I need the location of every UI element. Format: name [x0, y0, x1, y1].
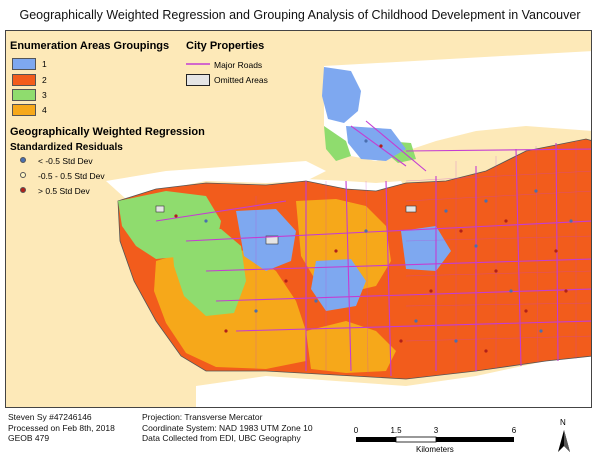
gwr-title: Geographically Weighted Regression [10, 126, 205, 138]
scale-unit: Kilometers [416, 445, 454, 454]
coordinate-system-text: Coordinate System: NAD 1983 UTM Zone 10 [142, 422, 313, 433]
residual-dot-mid [20, 172, 26, 178]
residual-label-mid: -0.5 - 0.5 Std Dev [38, 171, 105, 181]
author-block: Steven Sy #47246146 Processed on Feb 8th… [8, 412, 115, 444]
grouping-swatch-4 [12, 104, 36, 116]
scale-bar-graphic [356, 436, 514, 443]
processed-date: Processed on Feb 8th, 2018 [8, 422, 115, 433]
map-title: Geographically Weighted Regression and G… [19, 8, 581, 22]
grouping-swatch-3 [12, 89, 36, 101]
grouping-swatch-1 [12, 58, 36, 70]
major-roads-label: Major Roads [214, 60, 263, 70]
city-properties-title: City Properties [186, 40, 265, 52]
residual-label-high: > 0.5 Std Dev [38, 186, 90, 196]
projection-block: Projection: Transverse Mercator Coordina… [142, 412, 313, 444]
scale-label-2: 3 [433, 426, 439, 435]
major-roads [155, 120, 591, 377]
map-canvas [6, 31, 591, 407]
north-arrow: N [556, 418, 572, 454]
group4-zone-south [306, 321, 396, 373]
omitted-area [405, 205, 417, 213]
residual-dot-low [20, 157, 26, 163]
omitted-areas-label: Omitted Areas [214, 75, 268, 85]
north-arrow-icon [558, 430, 570, 452]
residual-dots [174, 139, 573, 353]
scale-bar: 0 1.5 3 6 Kilometers [354, 426, 516, 456]
map-frame [5, 30, 592, 408]
residual-dot-high [20, 187, 26, 193]
group3-zone-stanley-park [324, 126, 351, 161]
grouping-label-1: 1 [42, 59, 47, 69]
north-label: N [560, 418, 566, 427]
scale-label-3: 6 [511, 426, 517, 435]
group1-zone-downtown [346, 126, 406, 161]
street-grid [255, 141, 591, 374]
grouping-label-4: 4 [42, 105, 47, 115]
grouping-swatch-2 [12, 74, 36, 86]
projection-text: Projection: Transverse Mercator [142, 412, 263, 422]
omitted-area [265, 235, 279, 245]
groupings-title: Enumeration Areas Groupings [10, 40, 170, 52]
fraser-river-water [196, 356, 591, 407]
group1-zone-east [401, 226, 451, 271]
residuals-title: Standardized Residuals [10, 142, 123, 153]
group1-zone-stanley [322, 67, 361, 123]
major-roads-swatch [186, 63, 210, 65]
group3-zone-pacific-spirit [171, 229, 246, 316]
scale-label-1: 1.5 [390, 426, 402, 435]
grouping-label-2: 2 [42, 75, 47, 85]
omitted-area [155, 205, 165, 213]
residual-label-low: < -0.5 Std Dev [38, 156, 93, 166]
data-source-text: Data Collected from EDI, UBC Geography [142, 433, 301, 443]
scale-label-0: 0 [353, 426, 359, 435]
omitted-areas-swatch [186, 74, 210, 86]
author-name: Steven Sy #47246146 [8, 412, 92, 422]
grouping-label-3: 3 [42, 90, 47, 100]
course-code: GEOB 479 [8, 433, 50, 443]
